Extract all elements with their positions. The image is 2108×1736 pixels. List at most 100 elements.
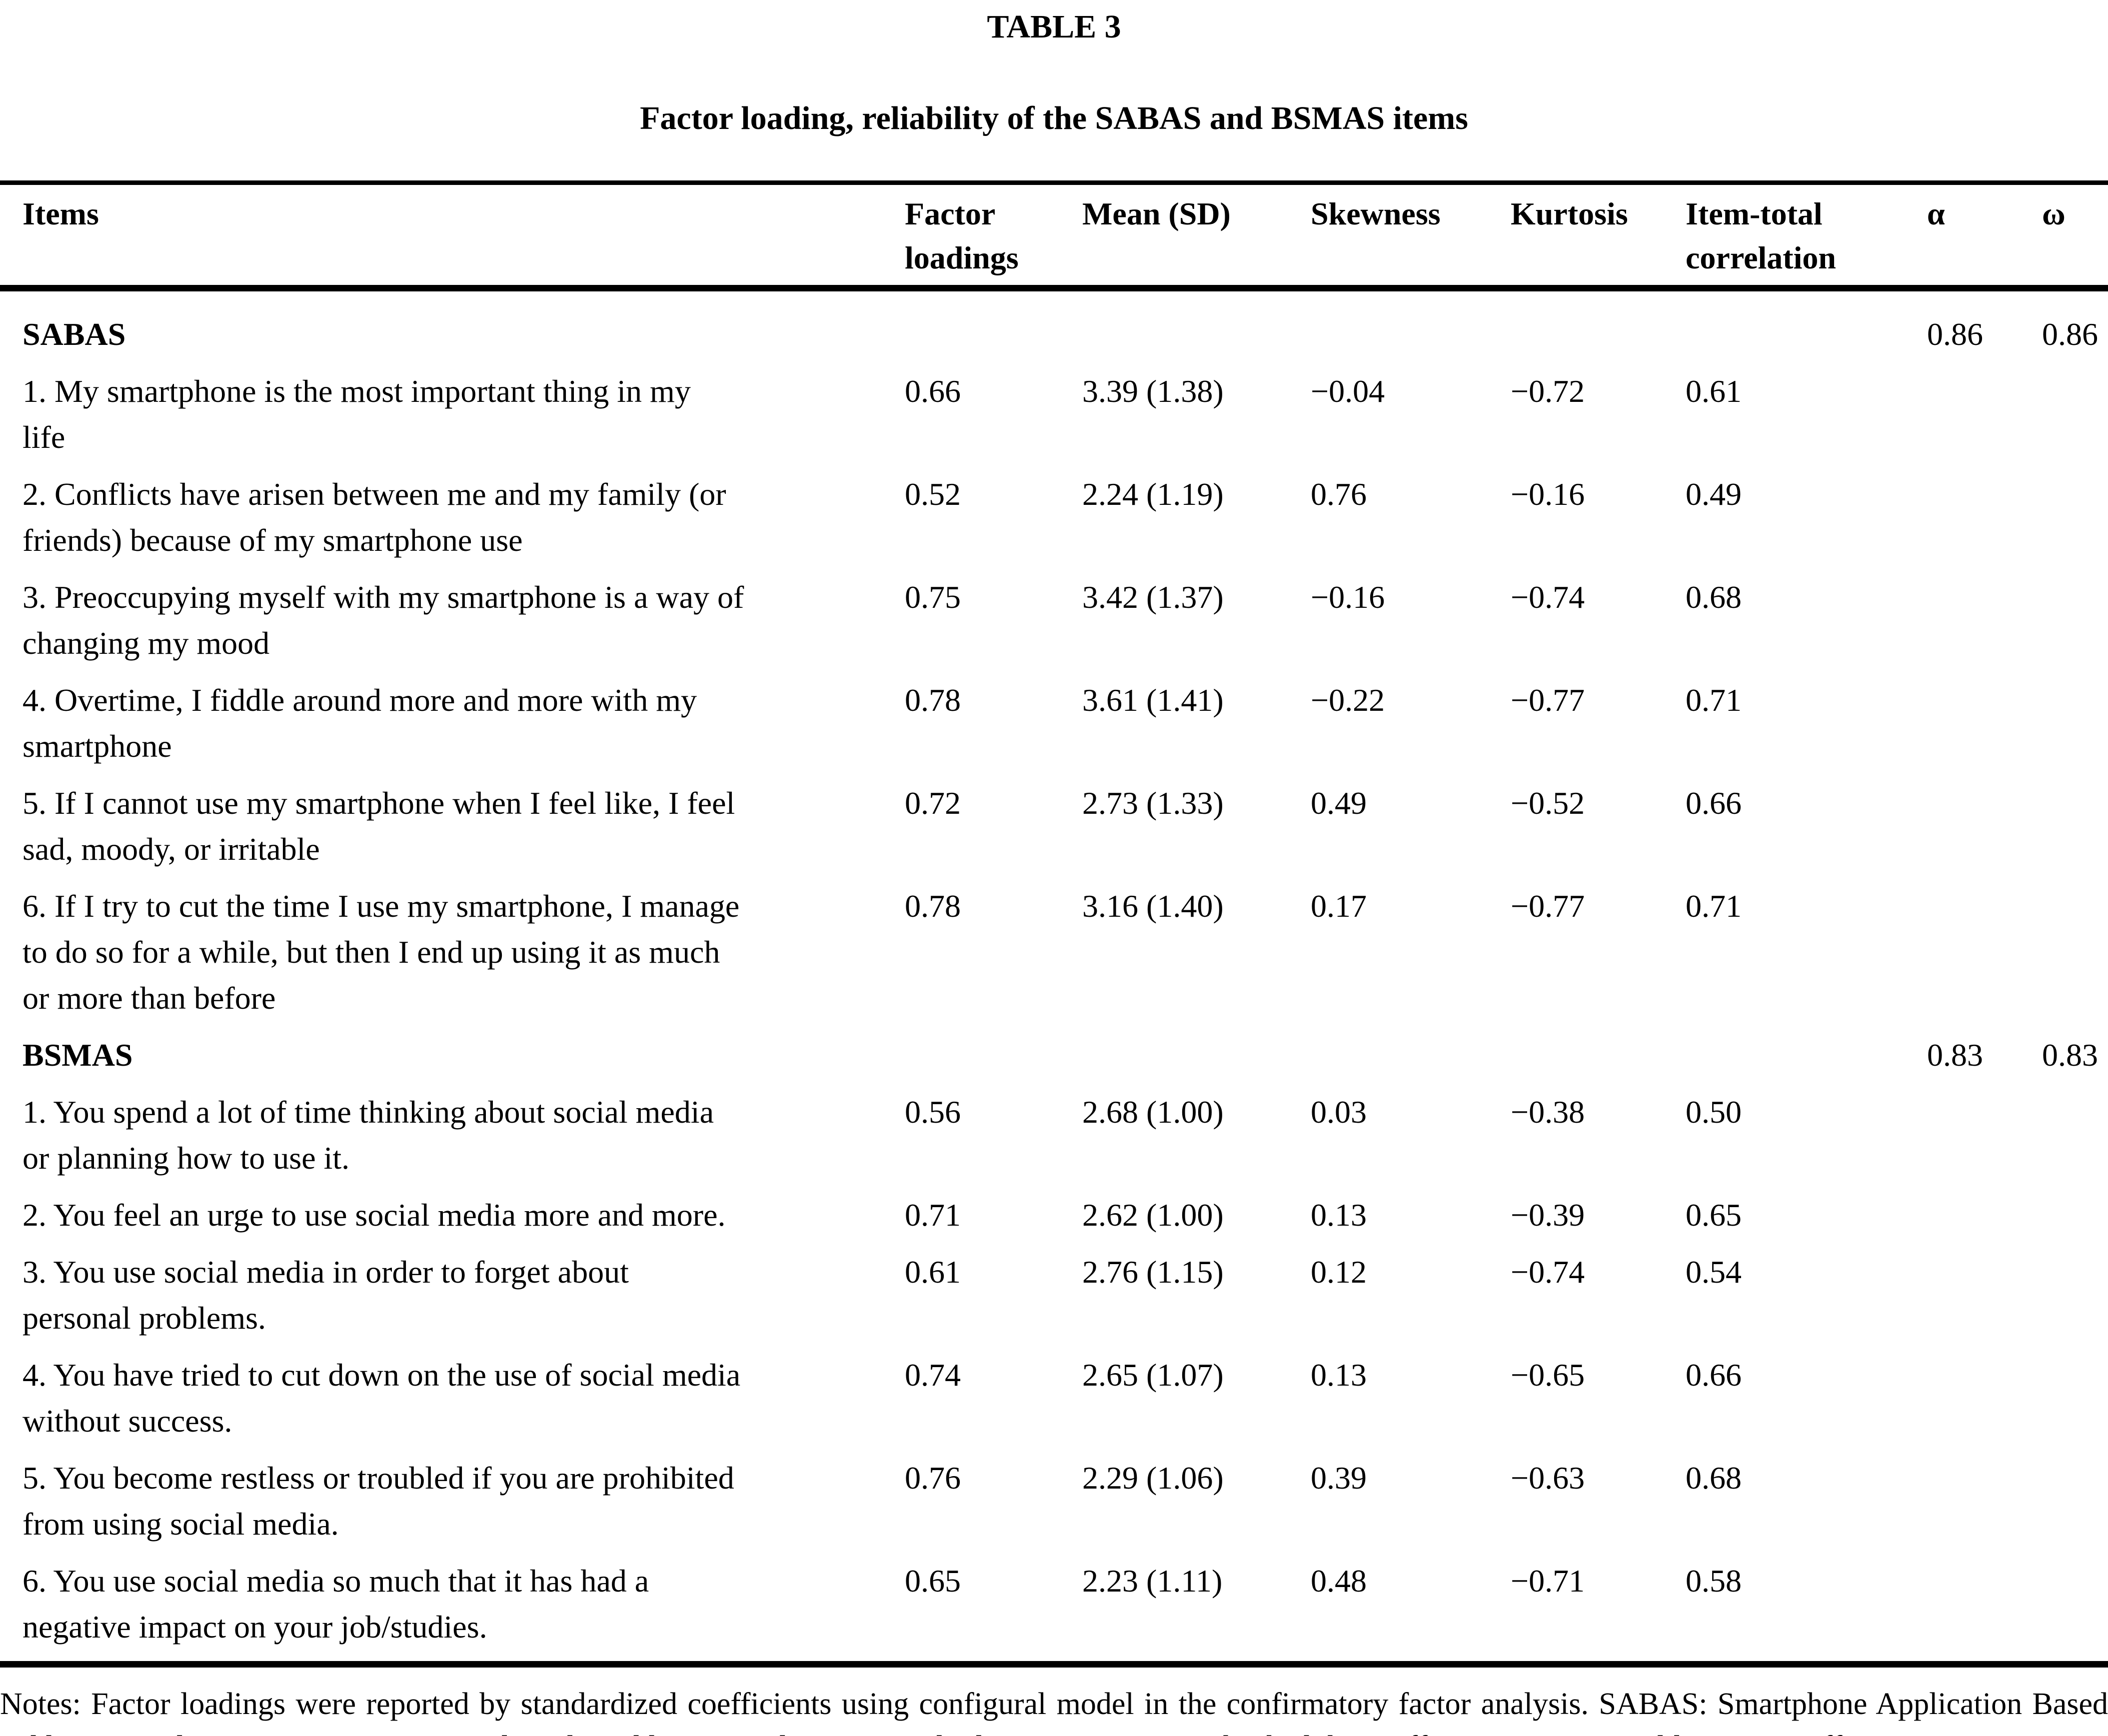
table-number-title: TABLE 3 [987,8,1121,45]
table-row: 2. Conflicts have arisen between me and … [0,471,2108,574]
factor-cell [900,288,1080,369]
table-row: 3. You use social media in order to forg… [0,1249,2108,1352]
skewness-cell: 0.48 [1305,1558,1505,1668]
kurtosis-cell: −0.77 [1511,888,1585,924]
column-header-factor-loadings: Factor loadings [900,182,1080,292]
omega-cell [2035,780,2108,883]
item-total-cell [1680,288,1920,369]
item-total-cell: 0.66 [1686,785,1742,821]
factor-cell: 0.78 [905,888,961,924]
mean-cell: 3.39 (1.38) [1082,373,1224,409]
mean-cell: 2.23 (1.11) [1080,1558,1305,1668]
table-row: 1. You spend a lot of time thinking abou… [0,1089,2108,1192]
table-body: SABAS 0.86 0.86 1. My smartphone is the … [0,288,2108,1668]
mean-cell: 3.16 (1.40) [1082,888,1224,924]
kurtosis-cell: −0.39 [1511,1197,1585,1233]
factor-cell: 0.76 [905,1460,961,1496]
item-cell: 4. Overtime, I fiddle around more and mo… [0,677,900,780]
item-text-line: sad, moody, or irritable [22,831,320,867]
omega-cell [2035,368,2108,471]
kurtosis-cell: −0.16 [1511,476,1585,512]
table-row: 2. You feel an urge to use social media … [0,1192,2108,1249]
kurtosis-cell: −0.71 [1505,1558,1680,1668]
column-header-item-total-correlation: Item-total correlation [1680,182,1920,292]
group-label-cell: SABAS [0,288,900,369]
table-row: 6. You use social media so much that it … [0,1558,2108,1668]
factor-cell: 0.61 [905,1254,961,1290]
item-cell: 6. If I try to cut the time I use my sma… [0,883,900,1032]
item-text-line: 6. If I try to cut the time I use my sma… [22,888,740,924]
column-header-omega: ω [2035,182,2108,292]
mean-cell: 2.73 (1.33) [1082,785,1224,821]
omega-cell [2035,1249,2108,1352]
skewness-cell: 0.03 [1311,1094,1367,1130]
omega-cell [2035,1089,2108,1192]
alpha-cell [1920,1455,2035,1558]
header-row: Items Factor loadings Mean (SD) Skewness… [0,182,2108,292]
item-text-line: 3. Preoccupying myself with my smartphon… [22,579,744,615]
kurtosis-cell [1505,1032,1680,1089]
item-total-cell: 0.66 [1686,1357,1742,1393]
item-text-line: 2. You feel an urge to use social media … [22,1197,726,1233]
item-total-cell: 0.54 [1686,1254,1742,1290]
item-cell: 2. You feel an urge to use social media … [0,1192,900,1249]
factor-cell: 0.78 [905,682,961,718]
item-text-line: 1. You spend a lot of time thinking abou… [22,1094,714,1130]
item-text-line: without success. [22,1403,232,1439]
mean-cell: 3.42 (1.37) [1082,579,1224,615]
factor-cell: 0.74 [905,1357,961,1393]
item-total-cell [1680,1032,1920,1089]
factor-cell: 0.72 [905,785,961,821]
group-row-sabas: SABAS 0.86 0.86 [0,288,2108,369]
item-text-line: 6. You use social media so much that it … [22,1563,649,1599]
alpha-cell [1920,1558,2035,1668]
skewness-cell: 0.17 [1311,888,1367,924]
factor-loading-table: Items Factor loadings Mean (SD) Skewness… [0,180,2108,1668]
table-row: 4. You have tried to cut down on the use… [0,1352,2108,1455]
table-row: 5. If I cannot use my smartphone when I … [0,780,2108,883]
table-row: 4. Overtime, I fiddle around more and mo… [0,677,2108,780]
item-cell: 5. If I cannot use my smartphone when I … [0,780,900,883]
item-total-cell: 0.68 [1686,1460,1742,1496]
item-total-cell: 0.49 [1686,476,1742,512]
item-total-cell: 0.50 [1686,1094,1742,1130]
item-cell: 6. You use social media so much that it … [0,1558,900,1668]
factor-cell: 0.52 [905,476,961,512]
kurtosis-cell: −0.74 [1511,579,1585,615]
alpha-cell [1920,1249,2035,1352]
alpha-cell [1920,677,2035,780]
table-row: 5. You become restless or troubled if yo… [0,1455,2108,1558]
item-text-line: from using social media. [22,1506,339,1542]
item-cell: 1. My smartphone is the most important t… [0,368,900,471]
item-text-line: 5. You become restless or troubled if yo… [22,1460,734,1496]
skewness-cell: 0.13 [1311,1357,1367,1393]
group-label-cell: BSMAS [0,1032,900,1089]
factor-cell: 0.56 [905,1094,961,1130]
skewness-cell [1305,1032,1505,1089]
group-row-bsmas: BSMAS 0.83 0.83 [0,1032,2108,1089]
mean-cell: 2.68 (1.00) [1082,1094,1224,1130]
item-text-line: or planning how to use it. [22,1140,350,1176]
alpha-cell [1920,471,2035,574]
kurtosis-cell: −0.65 [1511,1357,1585,1393]
item-text-line: negative impact on your job/studies. [22,1609,487,1645]
item-text-line: personal problems. [22,1300,266,1336]
item-cell: 1. You spend a lot of time thinking abou… [0,1089,900,1192]
omega-cell [2035,1192,2108,1249]
group-label: SABAS [22,316,126,352]
item-text-line: to do so for a while, but then I end up … [22,934,720,970]
skewness-cell: 0.13 [1311,1197,1367,1233]
factor-cell: 0.65 [900,1558,1080,1668]
skewness-cell: −0.16 [1311,579,1385,615]
omega-cell [2035,1352,2108,1455]
item-total-cell: 0.61 [1686,373,1742,409]
column-header-kurtosis: Kurtosis [1505,182,1680,292]
item-total-cell: 0.71 [1686,682,1742,718]
item-text-line: changing my mood [22,625,270,661]
factor-cell: 0.75 [905,579,961,615]
item-total-cell: 0.65 [1686,1197,1742,1233]
item-text-line: life [22,419,65,455]
item-cell: 3. You use social media in order to forg… [0,1249,900,1352]
item-text-line: 3. You use social media in order to forg… [22,1254,629,1290]
